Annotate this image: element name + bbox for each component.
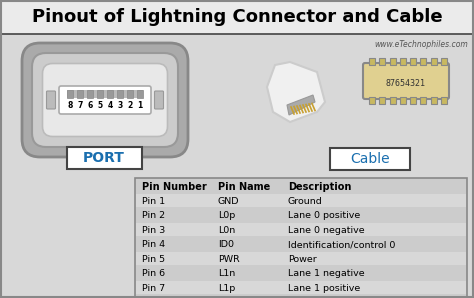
Bar [136, 266, 466, 280]
Bar [400, 58, 406, 65]
Text: Lane 0 positive: Lane 0 positive [288, 211, 360, 220]
Bar [136, 179, 466, 193]
Text: Pin 4: Pin 4 [142, 240, 165, 249]
Bar [390, 97, 396, 104]
Bar [77, 90, 83, 98]
Text: Pinout of Lightning Connector and Cable: Pinout of Lightning Connector and Cable [32, 8, 442, 26]
FancyBboxPatch shape [155, 91, 164, 109]
Bar [379, 58, 385, 65]
Text: L0n: L0n [218, 226, 235, 235]
Bar [420, 58, 427, 65]
Bar [135, 178, 467, 298]
Bar [67, 147, 142, 169]
Text: 7: 7 [77, 102, 82, 111]
Text: Pin Number: Pin Number [142, 182, 207, 192]
FancyBboxPatch shape [363, 63, 449, 99]
Bar [137, 90, 143, 98]
Bar [0, 0, 474, 34]
Bar [67, 90, 73, 98]
Text: 1: 1 [137, 102, 143, 111]
FancyBboxPatch shape [46, 91, 55, 109]
Bar [410, 97, 416, 104]
Text: Pin 6: Pin 6 [142, 269, 165, 278]
Text: Pin 5: Pin 5 [142, 255, 165, 264]
Bar [390, 58, 396, 65]
Text: ID0: ID0 [218, 240, 234, 249]
Bar [441, 97, 447, 104]
Text: Ground: Ground [288, 197, 323, 206]
Text: Pin 3: Pin 3 [142, 226, 165, 235]
Bar [369, 97, 375, 104]
FancyBboxPatch shape [43, 63, 167, 136]
Bar [136, 295, 466, 298]
Bar [430, 97, 437, 104]
Text: Pin 1: Pin 1 [142, 197, 165, 206]
Bar [379, 97, 385, 104]
Text: 8: 8 [67, 102, 73, 111]
Bar [136, 208, 466, 221]
Text: Lane 1 positive: Lane 1 positive [288, 284, 360, 293]
Text: Power: Power [288, 255, 317, 264]
Text: Pin 2: Pin 2 [142, 211, 165, 220]
Text: L0p: L0p [218, 211, 235, 220]
Bar [136, 223, 466, 236]
Bar [330, 148, 410, 170]
FancyBboxPatch shape [59, 86, 151, 114]
Text: 5: 5 [98, 102, 102, 111]
Bar [117, 90, 123, 98]
Bar [97, 90, 103, 98]
Text: Pin 7: Pin 7 [142, 284, 165, 293]
Bar [400, 97, 406, 104]
Text: L1p: L1p [218, 284, 235, 293]
Text: Lane 0 negative: Lane 0 negative [288, 226, 365, 235]
Bar [107, 90, 113, 98]
Text: PWR: PWR [218, 255, 240, 264]
Text: 3: 3 [118, 102, 123, 111]
Bar [420, 97, 427, 104]
Bar [136, 280, 466, 294]
Bar [441, 58, 447, 65]
Bar [136, 193, 466, 207]
Text: 2: 2 [128, 102, 133, 111]
Bar [87, 90, 93, 98]
Text: Cable: Cable [350, 152, 390, 166]
Text: L1n: L1n [218, 269, 235, 278]
Bar [410, 58, 416, 65]
Text: Description: Description [288, 182, 351, 192]
Text: PORT: PORT [83, 151, 125, 165]
Bar [136, 252, 466, 265]
Text: Pin Name: Pin Name [218, 182, 270, 192]
Text: 4: 4 [108, 102, 113, 111]
Text: GND: GND [218, 197, 239, 206]
Text: 87654321: 87654321 [386, 78, 426, 88]
Bar [127, 90, 133, 98]
Bar [369, 58, 375, 65]
Bar [67, 90, 143, 98]
Text: Lane 1 negative: Lane 1 negative [288, 269, 365, 278]
Text: 6: 6 [87, 102, 92, 111]
Polygon shape [287, 95, 315, 115]
Text: Identification/control 0: Identification/control 0 [288, 240, 395, 249]
Polygon shape [267, 62, 325, 122]
Bar [136, 237, 466, 251]
FancyBboxPatch shape [32, 53, 178, 147]
FancyBboxPatch shape [22, 43, 188, 157]
Bar [430, 58, 437, 65]
Text: www.eTechnophiles.com: www.eTechnophiles.com [374, 40, 468, 49]
